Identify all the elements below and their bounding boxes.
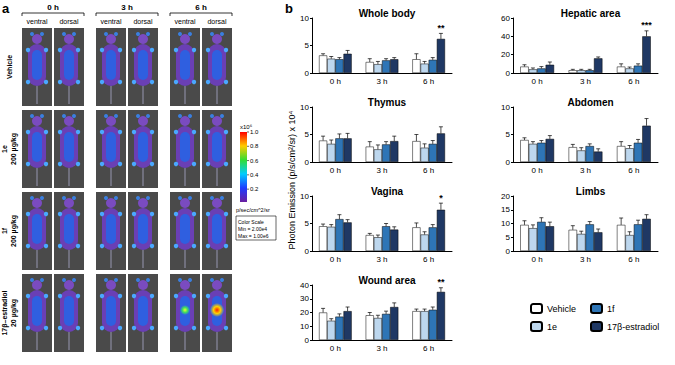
svg-text:6 h: 6 h xyxy=(628,166,639,175)
svg-text:b: b xyxy=(285,1,293,16)
svg-text:0 h: 0 h xyxy=(532,166,543,175)
svg-text:***: *** xyxy=(641,20,652,30)
svg-text:dorsal: dorsal xyxy=(59,18,79,25)
svg-text:ventral: ventral xyxy=(26,18,47,25)
svg-text:Color Scale: Color Scale xyxy=(238,219,264,225)
svg-text:3 h: 3 h xyxy=(376,344,387,353)
svg-text:0: 0 xyxy=(305,247,310,256)
svg-text:200 µg/kg: 200 µg/kg xyxy=(10,215,18,247)
svg-text:**: ** xyxy=(437,277,445,287)
svg-text:6 h: 6 h xyxy=(195,3,207,12)
svg-text:Vehicle: Vehicle xyxy=(547,304,576,314)
svg-text:Min = 2.00e4: Min = 2.00e4 xyxy=(238,226,267,232)
svg-text:3 h: 3 h xyxy=(376,255,387,264)
svg-text:Wound area: Wound area xyxy=(358,275,415,286)
svg-text:17β-estradiol: 17β-estradiol xyxy=(607,322,659,332)
svg-text:3 h: 3 h xyxy=(376,166,387,175)
svg-text:0 h: 0 h xyxy=(330,77,341,86)
svg-text:0.4: 0.4 xyxy=(250,172,259,178)
svg-text:0 h: 0 h xyxy=(532,77,543,86)
svg-text:x10⁶: x10⁶ xyxy=(240,124,253,130)
svg-text:5: 5 xyxy=(305,219,310,228)
svg-text:10: 10 xyxy=(501,103,510,112)
svg-text:Hepatic area: Hepatic area xyxy=(561,8,621,19)
svg-text:6 h: 6 h xyxy=(423,77,434,86)
svg-text:10: 10 xyxy=(300,322,309,331)
svg-text:0 h: 0 h xyxy=(330,255,341,264)
svg-text:Max = 1.00e6: Max = 1.00e6 xyxy=(238,233,269,239)
svg-text:15: 15 xyxy=(501,205,510,214)
svg-text:0 h: 0 h xyxy=(47,3,59,12)
svg-text:Photon Emission (p/s/cm²/sr) x: Photon Emission (p/s/cm²/sr) x 10⁴ xyxy=(287,110,297,249)
svg-text:0 h: 0 h xyxy=(330,166,341,175)
svg-text:0: 0 xyxy=(506,158,511,167)
svg-text:1e: 1e xyxy=(1,145,8,153)
svg-text:1f: 1f xyxy=(1,227,8,234)
svg-text:0: 0 xyxy=(506,69,511,78)
svg-text:a: a xyxy=(2,1,10,16)
svg-text:60: 60 xyxy=(501,14,510,23)
svg-text:0.2: 0.2 xyxy=(250,186,259,192)
svg-text:1e: 1e xyxy=(547,322,557,332)
svg-text:6 h: 6 h xyxy=(423,344,434,353)
svg-text:6 h: 6 h xyxy=(628,255,639,264)
svg-text:0: 0 xyxy=(305,158,310,167)
svg-text:0 h: 0 h xyxy=(330,344,341,353)
svg-text:3 h: 3 h xyxy=(376,77,387,86)
svg-text:10: 10 xyxy=(501,219,510,228)
svg-text:1.0: 1.0 xyxy=(250,129,259,135)
svg-text:Vagina: Vagina xyxy=(371,186,404,197)
svg-text:5: 5 xyxy=(305,41,310,50)
svg-text:200 µg/kg: 200 µg/kg xyxy=(10,133,18,165)
svg-text:3 h: 3 h xyxy=(580,77,591,86)
svg-text:5: 5 xyxy=(506,130,511,139)
svg-text:40: 40 xyxy=(300,281,309,290)
svg-text:ventral: ventral xyxy=(174,18,195,25)
svg-text:6 h: 6 h xyxy=(423,166,434,175)
svg-text:0.6: 0.6 xyxy=(250,158,259,164)
svg-text:Thymus: Thymus xyxy=(368,97,407,108)
svg-text:10: 10 xyxy=(300,192,309,201)
svg-text:10: 10 xyxy=(300,103,309,112)
svg-text:0.8: 0.8 xyxy=(250,143,259,149)
svg-text:Limbs: Limbs xyxy=(576,186,606,197)
svg-text:20: 20 xyxy=(501,50,510,59)
svg-text:Whole body: Whole body xyxy=(359,8,416,19)
svg-text:20: 20 xyxy=(501,192,510,201)
svg-text:Vehicle: Vehicle xyxy=(6,55,13,79)
svg-text:20 µg/kg: 20 µg/kg xyxy=(10,299,18,327)
svg-text:0: 0 xyxy=(305,69,310,78)
svg-text:3 h: 3 h xyxy=(580,255,591,264)
svg-text:*: * xyxy=(439,193,443,203)
svg-text:dorsal: dorsal xyxy=(207,18,227,25)
svg-text:10: 10 xyxy=(300,14,309,23)
svg-text:Abdomen: Abdomen xyxy=(567,97,613,108)
svg-text:ventral: ventral xyxy=(100,18,121,25)
svg-text:**: ** xyxy=(437,23,445,33)
svg-text:0: 0 xyxy=(506,247,511,256)
svg-text:6 h: 6 h xyxy=(628,77,639,86)
svg-text:0: 0 xyxy=(305,336,310,345)
svg-text:20: 20 xyxy=(300,308,309,317)
svg-text:5: 5 xyxy=(506,233,511,242)
svg-text:5: 5 xyxy=(305,130,310,139)
svg-text:0 h: 0 h xyxy=(532,255,543,264)
svg-text:3 h: 3 h xyxy=(580,166,591,175)
svg-text:40: 40 xyxy=(501,32,510,41)
svg-text:p/sec/cm^2/sr: p/sec/cm^2/sr xyxy=(236,207,270,213)
svg-text:dorsal: dorsal xyxy=(133,18,153,25)
svg-text:17β–estradiol: 17β–estradiol xyxy=(1,290,9,335)
svg-text:6 h: 6 h xyxy=(423,255,434,264)
svg-text:1f: 1f xyxy=(607,304,615,314)
svg-text:30: 30 xyxy=(300,294,309,303)
svg-text:3 h: 3 h xyxy=(121,3,133,12)
